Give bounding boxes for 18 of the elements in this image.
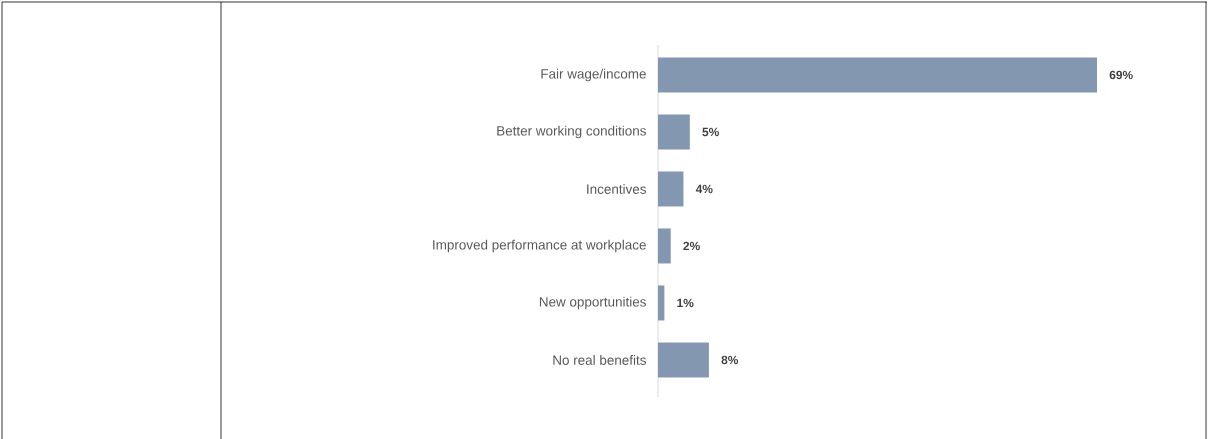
y-tick-label: Better working conditions bbox=[497, 125, 646, 139]
data-label: 69% bbox=[1109, 70, 1133, 80]
data-label: 4% bbox=[695, 184, 713, 194]
data-label: 1% bbox=[677, 298, 694, 308]
y-tick-label: Incentives bbox=[587, 184, 646, 194]
bar bbox=[658, 57, 1098, 93]
bar bbox=[658, 171, 684, 207]
data-label: 5% bbox=[702, 127, 719, 137]
bar bbox=[658, 114, 690, 150]
y-tick-label: Improved performance at workplace bbox=[433, 239, 646, 253]
data-label: 2% bbox=[683, 241, 700, 251]
y-tick-label: No real benefits bbox=[553, 355, 646, 365]
bar bbox=[658, 342, 709, 378]
data-label: 8% bbox=[721, 355, 739, 365]
y-tick-label: Fair wage/income bbox=[541, 68, 646, 82]
y-tick-label: New opportunities bbox=[539, 296, 646, 310]
bar bbox=[658, 228, 671, 264]
bar bbox=[658, 285, 665, 321]
